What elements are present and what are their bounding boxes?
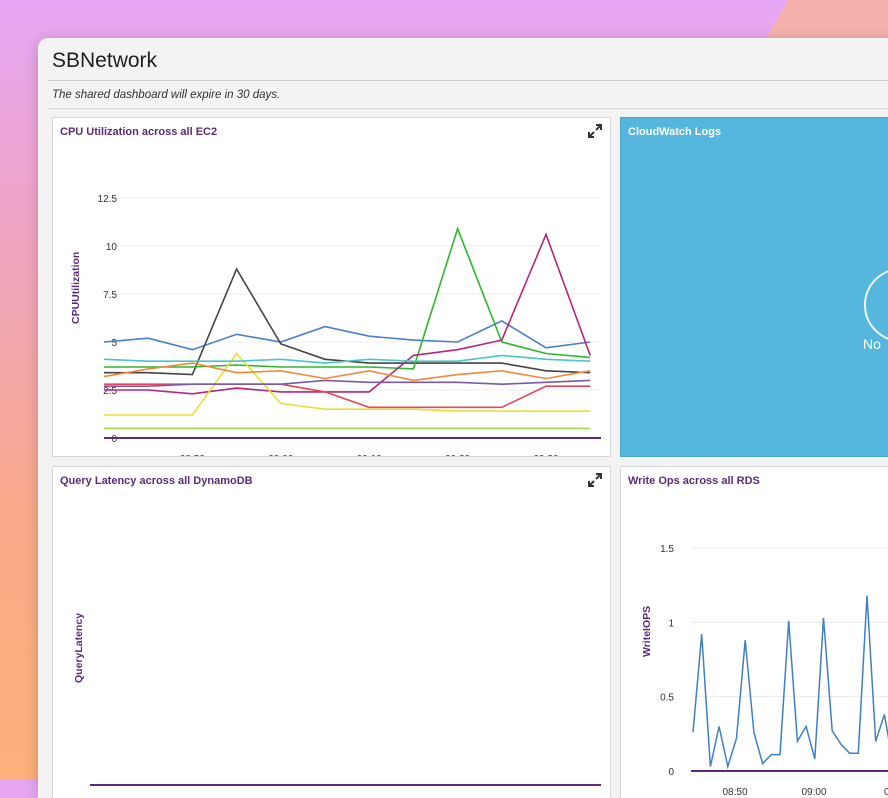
series-line (104, 352, 591, 416)
series-line (104, 383, 591, 409)
y-tick-label: 10 (106, 242, 118, 253)
no-data-text: No (863, 336, 881, 352)
page-title: SBNetwork (52, 49, 158, 72)
info-circle-icon (864, 268, 888, 342)
series-line (104, 226, 591, 370)
x-tick-label: 09:10 (357, 454, 382, 456)
x-tick-label: 09:00 (801, 787, 826, 798)
y-tick-label: 0 (111, 434, 117, 445)
x-tick-label: 09:20 (445, 454, 470, 456)
y-tick-label: 2.5 (103, 386, 117, 397)
series-line (104, 232, 591, 395)
x-tick-label: 08:50 (180, 454, 205, 456)
panel-title: CloudWatch Logs (628, 126, 722, 138)
query-latency-panel: Query Latency across all DynamoDB QueryL… (52, 466, 611, 798)
series-line (692, 595, 888, 770)
expand-icon[interactable] (588, 473, 602, 487)
cpu-panel: CPU Utilization across all EC2 CPUUtiliz… (52, 117, 611, 457)
series-line (103, 362, 591, 382)
y-tick-label: 0 (668, 767, 674, 778)
panel-title: CPU Utilization across all EC2 (60, 126, 218, 138)
x-tick-label: 09:00 (268, 454, 293, 456)
y-tick-label: 1 (668, 618, 674, 629)
write-ops-panel: Write Ops across all RDS WriteIOPS 0 0.5 1… (620, 466, 888, 798)
panel-title: Write Ops across all RDS (628, 475, 760, 487)
series-line (104, 379, 591, 388)
expiry-notice: The shared dashboard will expire in 30 d… (52, 89, 281, 101)
x-tick-label: 09: (884, 787, 888, 798)
cloudwatch-panel: CloudWatch Logs No (620, 117, 888, 457)
panel-title: Query Latency across all DynamoDB (60, 475, 253, 487)
y-tick-label: 12.5 (98, 194, 118, 205)
dashboard-window: SBNetwork The shared dashboard will expi… (38, 38, 888, 798)
divider (48, 80, 888, 81)
expand-icon[interactable] (588, 124, 602, 138)
series-line (104, 267, 591, 376)
y-tick-label: 5 (111, 338, 117, 349)
y-tick-label: 7.5 (103, 290, 117, 301)
x-tick-label: 09:30 (533, 454, 558, 456)
x-tick-label: 08:50 (722, 787, 747, 798)
write-chart: 0 0.5 1 1.5 08:50 09:00 09: (660, 544, 888, 798)
cpu-chart: 02.557.51012.508:5009:0009:1009:2009:300… (98, 194, 601, 456)
y-tick-label: 0.5 (660, 693, 674, 704)
divider (48, 108, 888, 109)
series-line (103, 319, 591, 351)
y-tick-label: 1.5 (660, 544, 674, 555)
series-line (103, 354, 591, 364)
